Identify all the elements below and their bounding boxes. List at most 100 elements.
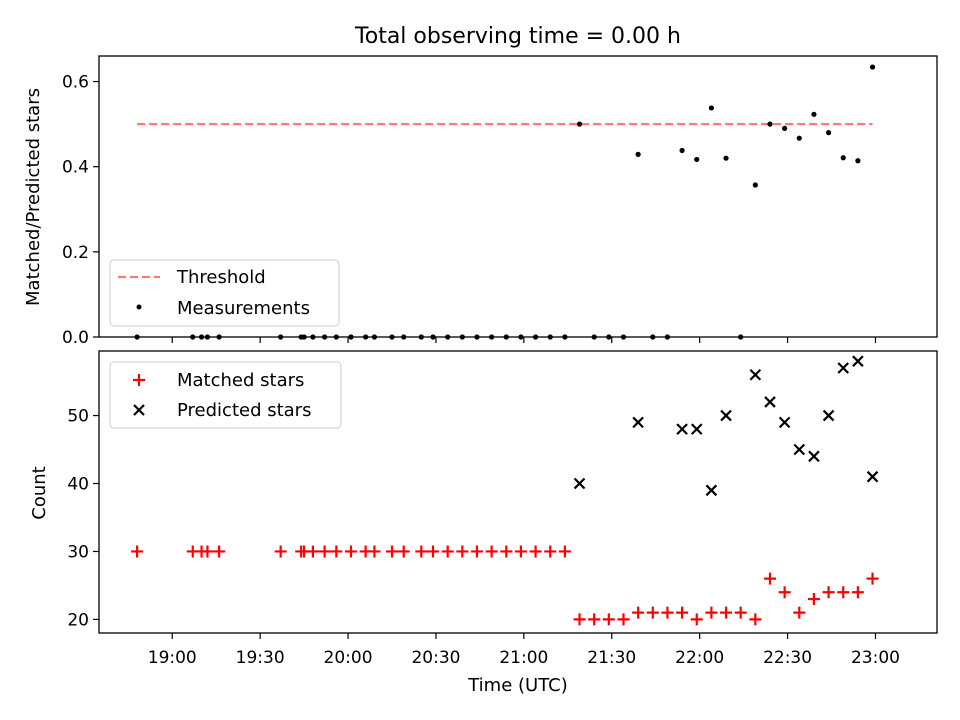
x-axis-label: Time (UTC) [467,675,568,696]
matched-star-point [837,586,850,599]
matched-stars-points [131,545,879,626]
matched-star-point [441,545,454,558]
matched-star-point [646,606,659,619]
predicted-star-point [837,362,850,374]
measurement-point [635,151,641,157]
matched-star-point [131,545,144,558]
matched-star-point [368,545,381,558]
predicted-star-point [778,416,791,429]
legend-measurements-label: Measurements [177,298,310,319]
matched-star-point [822,586,835,599]
x-tick-label: 20:00 [324,648,373,668]
bottom-y-ticks: 20 30 40 50 [67,407,99,630]
matched-star-point [318,545,331,558]
matched-star-point [514,545,527,558]
predicted-star-point [632,416,644,429]
bottom-y-axis-label: Count [29,466,50,519]
predicted-stars-points [573,355,879,497]
bottom-y-tick-label: 50 [67,407,89,427]
predicted-star-point [720,409,732,422]
top-x-ticks [171,337,877,343]
bottom-legend: Matched stars Predicted stars [109,361,342,429]
predicted-star-point [749,369,762,381]
top-panel: 0.0 0.2 0.4 0.6 Matched/Predicted stars Thr… [23,55,938,348]
measurement-point [752,182,758,188]
matched-star-point [763,572,776,585]
top-plot-frame [98,55,938,338]
measurement-point [782,125,788,131]
chart-title: Total observing time = 0.00 h [354,24,681,49]
top-y-axis-label: Matched/Predicted stars [23,88,44,306]
matched-star-point [676,606,689,619]
matched-star-point [661,606,674,619]
measurement-point [840,155,846,161]
predicted-star-point [676,423,688,435]
top-y-tick-label: 0.4 [62,158,89,178]
matched-star-point [427,545,440,558]
predicted-star-point [808,450,820,463]
bottom-x-ticks: 19:00 19:30 20:00 20:30 21:00 21:30 22:00 22:30… [148,633,900,668]
bottom-panel: 20 30 40 50 19:00 19:30 20:00 20:30 21:00 21:30 2… [29,350,938,696]
predicted-star-point [573,477,586,490]
x-tick-label: 21:00 [499,648,548,668]
predicted-star-point [852,355,864,367]
matched-star-point [866,572,879,585]
matched-star-point [617,613,630,626]
matched-star-point [415,545,428,558]
matched-star-point [632,606,645,619]
legend-threshold-label: Threshold [176,267,266,288]
matched-star-point [851,586,864,599]
matched-star-point [793,606,806,619]
top-y-tick-label: 0.6 [62,73,89,93]
matched-star-point [274,545,287,558]
matched-star-point [705,606,718,619]
legend-matched-swatch [133,374,145,386]
measurement-point [576,121,583,127]
matched-star-point [544,545,557,558]
measurement-point [723,155,729,161]
matched-star-point [485,545,498,558]
x-tick-label: 23:00 [851,648,900,668]
top-y-tick-label: 0.2 [62,243,89,263]
matched-star-point [529,545,542,558]
matched-star-point [456,545,469,558]
matched-star-point [470,545,483,558]
predicted-star-point [793,443,806,456]
measurement-point [679,147,685,154]
matched-star-point [213,545,226,558]
matched-star-point [720,606,733,619]
measurement-point [825,130,832,136]
top-legend: Threshold Measurements [109,259,340,327]
measurement-point [767,121,773,127]
bottom-legend-box [109,361,342,429]
matched-star-point [778,586,791,599]
legend-predicted-label: Predicted stars [177,400,311,421]
x-tick-label: 20:30 [411,648,460,668]
x-tick-label: 22:00 [675,648,724,668]
predicted-star-point [866,470,879,483]
matched-star-point [749,613,762,626]
measurement-point [811,111,817,117]
bottom-y-tick-label: 40 [67,475,89,495]
measurement-point [855,158,861,164]
top-y-ticks: 0.0 0.2 0.4 0.6 [62,73,99,348]
matched-star-point [386,545,399,558]
legend-measurements-swatch [136,304,142,310]
x-tick-label: 19:30 [236,648,285,668]
x-tick-label: 22:30 [763,648,812,668]
measurement-point [869,64,876,70]
legend-matched-label: Matched stars [177,370,304,391]
matched-star-point [330,545,343,558]
x-tick-label: 21:30 [587,648,636,668]
matched-star-point [588,613,601,626]
matched-star-point [573,613,586,626]
matched-star-point [201,545,214,558]
legend-predicted-swatch [133,404,145,416]
top-legend-box [109,259,340,327]
measurement-point [796,135,802,141]
matched-star-point [734,606,747,619]
bottom-y-tick-label: 20 [67,610,89,630]
measurement-point [708,105,714,111]
predicted-star-point [690,423,703,435]
